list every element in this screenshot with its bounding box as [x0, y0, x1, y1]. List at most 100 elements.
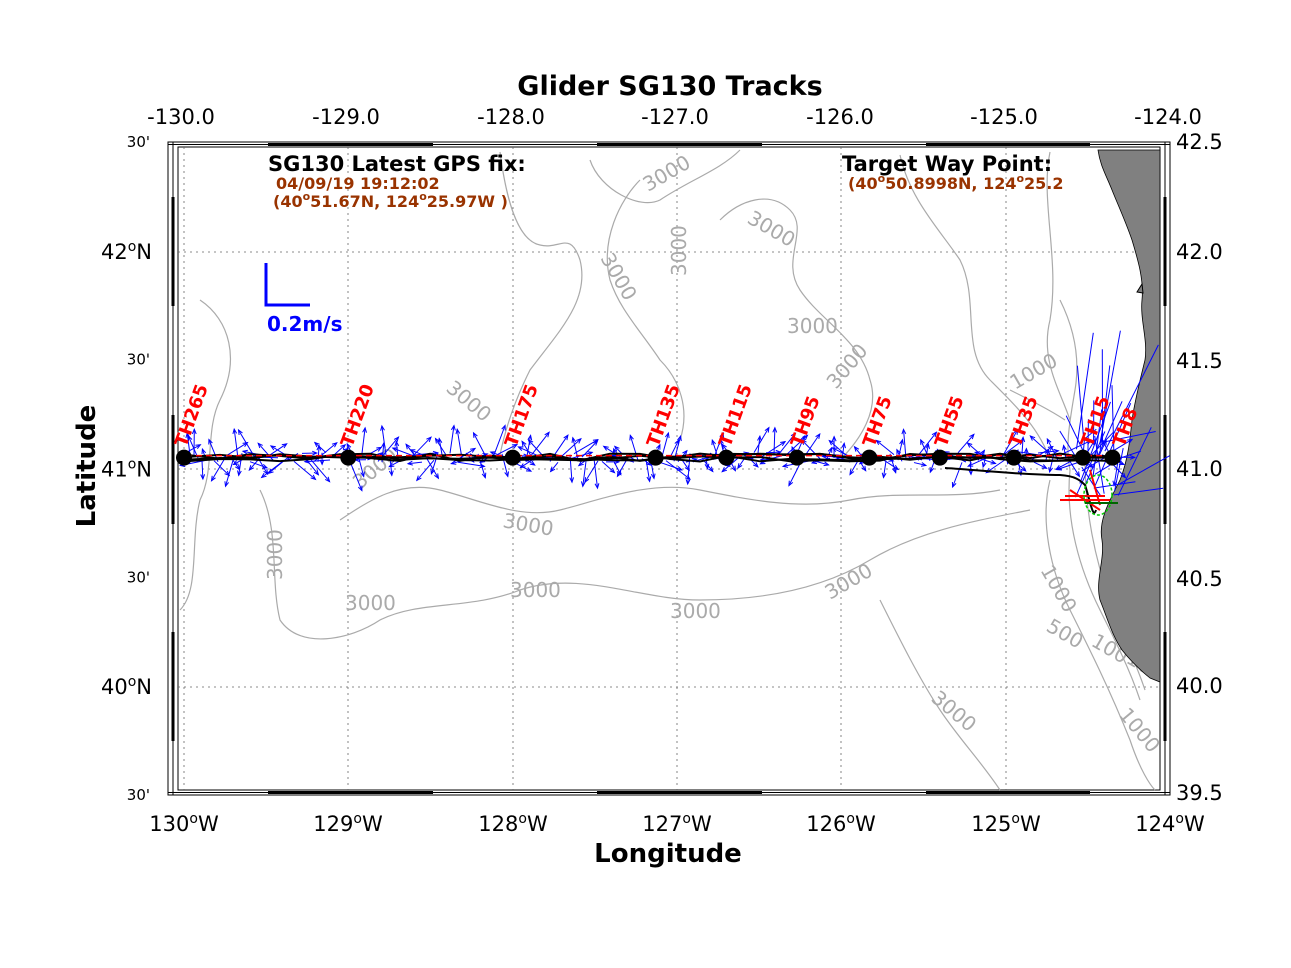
current-vector-head: [210, 475, 216, 482]
current-vector: [1094, 403, 1132, 487]
current-vector-head: [920, 438, 925, 445]
right-tick-label: 40.0: [1176, 674, 1223, 698]
right-tick-label: 41.0: [1176, 457, 1223, 481]
top-tick-label: -129.0: [312, 105, 380, 129]
current-vector-head: [594, 483, 600, 490]
current-vector-head: [609, 467, 616, 474]
waypoint-circle: [1083, 474, 1113, 516]
station-marker: [1074, 449, 1091, 466]
current-vector-head: [1023, 447, 1029, 454]
current-vector-head: [788, 480, 794, 487]
current-vector: [1021, 437, 1024, 455]
current-vector: [1118, 455, 1170, 485]
gps-position: (40o51.67N, 124o25.97W ): [273, 190, 508, 211]
current-vector-head: [708, 466, 714, 473]
grid-lines: [178, 147, 1160, 790]
current-vector-head: [521, 440, 527, 447]
current-vector-head: [242, 441, 249, 447]
current-vector-head: [731, 465, 736, 472]
current-vector: [425, 456, 439, 479]
current-vector-head: [527, 434, 533, 441]
right-tick-label: 41.5: [1176, 349, 1223, 373]
current-vector-head: [764, 426, 770, 433]
current-vector-head: [827, 446, 833, 453]
top-tick-label: -126.0: [806, 105, 874, 129]
current-vector: [349, 461, 363, 491]
current-vector-head: [721, 466, 728, 473]
current-vector-head: [200, 474, 206, 481]
current-vector: [721, 457, 739, 473]
right-tick-label: 39.5: [1176, 781, 1223, 805]
current-vector-head: [968, 469, 974, 476]
current-vector-head: [602, 445, 609, 451]
current-vector-head: [980, 449, 986, 456]
bottom-tick-label: 126oW: [806, 811, 876, 836]
current-vector: [1056, 461, 1079, 471]
station-markers: [176, 449, 1121, 466]
current-vector: [201, 460, 204, 480]
current-vector-head: [237, 428, 243, 436]
current-vector-head: [393, 436, 400, 443]
contour-label: 3000: [263, 529, 287, 580]
current-vector: [1029, 435, 1051, 455]
current-vector-head: [257, 442, 263, 449]
current-vector-head: [831, 447, 838, 453]
current-vector-head: [790, 432, 797, 439]
current-vector-head: [800, 435, 805, 442]
current-vector-head: [340, 443, 347, 450]
current-vector: [593, 458, 598, 489]
bottom-tick-label: 128oW: [478, 811, 548, 836]
waypoint-info: Target Way Point: (40o50.8998N, 124o25.2: [842, 152, 1064, 193]
current-vector: [416, 459, 435, 481]
current-vector: [1114, 448, 1124, 492]
frame-border-segments: [168, 142, 1170, 795]
current-vector-head: [650, 473, 656, 480]
current-vector: [777, 432, 796, 456]
current-vector-head: [853, 445, 860, 452]
current-vector-head: [711, 438, 716, 446]
current-vector-head: [925, 442, 930, 450]
current-vector-head: [677, 434, 682, 442]
current-vector-head: [655, 443, 661, 450]
current-vector-head: [331, 441, 338, 448]
top-axis-ticks: -130.0 -129.0 -128.0 -127.0 -126.0 -125.…: [147, 105, 1202, 129]
current-vector-head: [260, 472, 267, 479]
current-vector-head: [791, 445, 796, 453]
current-vector: [238, 429, 255, 457]
contour-label: 3000: [345, 591, 396, 615]
current-vector-head: [208, 438, 213, 445]
current-vector-head: [437, 437, 443, 444]
current-vector: [957, 434, 975, 454]
current-vector-head: [1048, 466, 1053, 474]
survey-track: [1060, 469, 1110, 511]
current-vector-head: [801, 439, 807, 445]
current-vector-head: [1053, 448, 1060, 454]
current-vector: [1001, 429, 1019, 458]
current-vector-head: [931, 431, 938, 438]
top-tick-label: -124.0: [1134, 105, 1202, 129]
left-tick-label: 30': [127, 568, 150, 586]
current-vector-head: [629, 434, 634, 441]
current-vector-head: [426, 436, 432, 443]
current-vector-head: [232, 460, 239, 466]
current-vector-head: [1029, 435, 1036, 441]
current-vector-head: [580, 481, 586, 488]
current-vector-head: [569, 477, 575, 484]
current-vector: [929, 461, 935, 473]
current-vector-head: [241, 449, 248, 455]
bottom-axis-ticks: 130oW 129oW 128oW 127oW 126oW 125oW 124o…: [149, 811, 1205, 836]
current-vector-head: [682, 449, 688, 456]
gps-label: SG130 Latest GPS fix:: [268, 152, 526, 176]
current-vector-head: [549, 466, 556, 473]
current-vector-head: [312, 450, 319, 456]
current-vector-head: [576, 437, 582, 444]
current-vector-head: [362, 426, 367, 433]
current-vector: [225, 456, 235, 487]
current-vector-head: [434, 473, 440, 480]
left-axis-ticks: 30' 42oN 30' 41oN 30' 40oN 30': [101, 133, 152, 804]
current-vector-head: [757, 434, 762, 442]
current-vector-head: [781, 463, 789, 468]
current-vector-head: [1127, 438, 1134, 444]
current-vector: [435, 438, 447, 456]
current-vector-head: [263, 469, 269, 476]
